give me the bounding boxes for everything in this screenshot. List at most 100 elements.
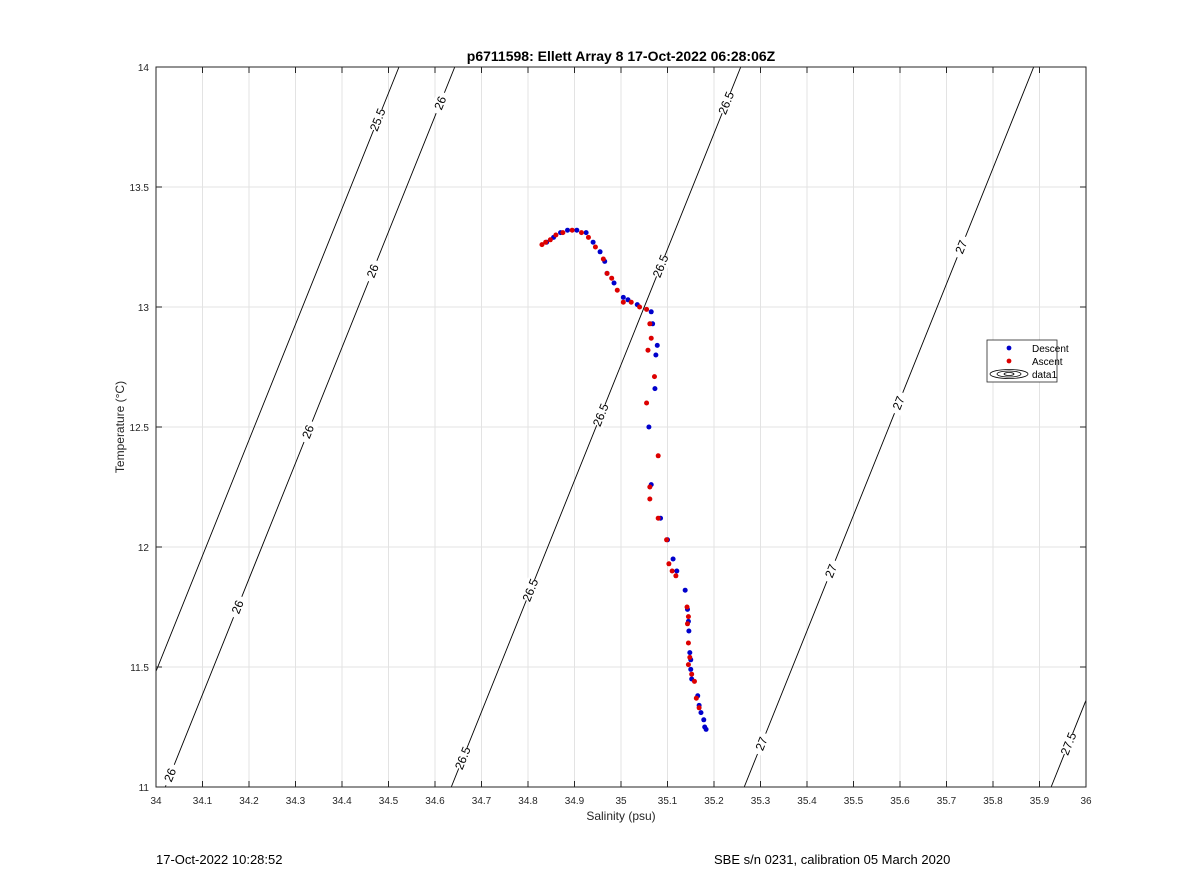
- legend-label-data1: data1: [1032, 370, 1057, 381]
- contour-label-bg: [888, 390, 910, 416]
- legend-contour-icon: [989, 369, 1029, 379]
- ascent-point: [628, 299, 634, 305]
- ascent-point: [647, 496, 653, 502]
- x-axis-ticks: 34 34.1 34.2 34.3 34.4 34.5 34.6 34.7 34.8 34.9 35…: [150, 67, 1092, 807]
- contour-label-bg: [820, 558, 842, 584]
- ascent-point: [543, 239, 549, 245]
- contour-line: [743, 67, 1035, 787]
- contour-label-bg: [452, 745, 474, 772]
- contour-label-bg: [227, 594, 249, 620]
- x-tick-label: 34.5: [379, 796, 399, 807]
- descent-point: [590, 239, 596, 245]
- legend-label-descent: Descent: [1032, 344, 1069, 355]
- ascent-point: [560, 230, 566, 236]
- ascent-point: [647, 321, 653, 327]
- y-tick-label: 12.5: [130, 423, 150, 434]
- descent-point: [653, 352, 659, 358]
- descent-point: [703, 726, 709, 732]
- ascent-point: [687, 654, 693, 660]
- descent-point: [646, 424, 652, 430]
- ascent-point: [696, 705, 702, 711]
- contour-label-bg: [750, 730, 773, 757]
- descent-point: [574, 227, 580, 233]
- contour-label: 26: [299, 423, 317, 441]
- ascent-point: [637, 304, 643, 310]
- y-tick-label: 11: [139, 783, 150, 794]
- ascent-point: [655, 515, 661, 521]
- descent-point: [687, 650, 693, 656]
- contour-label: 26: [161, 766, 179, 784]
- contour-label-bg: [159, 762, 181, 788]
- x-tick-label: 35: [615, 796, 627, 807]
- descent-point: [652, 386, 658, 392]
- y-tick-label: 12: [138, 543, 150, 554]
- contour-label-bg: [367, 106, 389, 133]
- x-tick-label: 34.9: [565, 796, 585, 807]
- descent-point: [701, 717, 707, 723]
- descent-point: [698, 710, 704, 716]
- descent-point: [620, 294, 626, 300]
- x-tick-label: 35.5: [844, 796, 864, 807]
- ascent-point: [673, 573, 679, 579]
- legend-marker-ascent: [1006, 358, 1012, 364]
- x-tick-label: 36: [1080, 796, 1092, 807]
- ascent-point: [655, 453, 661, 459]
- x-tick-label: 34.7: [472, 796, 492, 807]
- ascent-point: [651, 374, 657, 380]
- grid-lines: [155, 66, 1087, 788]
- contour-line: [450, 67, 742, 787]
- ascent-point: [585, 234, 591, 240]
- ascent-point: [685, 662, 691, 668]
- ascent-point: [691, 678, 697, 684]
- ascent-point: [685, 640, 691, 646]
- ascent-point: [620, 299, 626, 305]
- density-contours: 25.5262626262626.526.526.526.526.5272727…: [156, 67, 1086, 788]
- descent-point: [682, 587, 688, 593]
- descent-point: [583, 230, 589, 236]
- contour-label-bg: [590, 402, 612, 428]
- contour-label-bg: [950, 234, 972, 260]
- contour-label-bg: [715, 90, 737, 116]
- descent-point: [597, 249, 603, 255]
- x-tick-label: 35.3: [751, 796, 771, 807]
- ascent-point: [684, 604, 690, 610]
- ascent-point: [664, 537, 670, 543]
- y-tick-label: 11.5: [130, 663, 149, 674]
- contour-label-bg: [1057, 730, 1080, 757]
- footer-timestamp: 17-Oct-2022 10:28:52: [156, 852, 283, 867]
- x-tick-label: 35.1: [658, 796, 678, 807]
- contour-label: 26: [364, 262, 382, 280]
- descent-point: [611, 280, 617, 286]
- y-tick-label: 14: [138, 63, 150, 74]
- ascent-point: [644, 400, 650, 406]
- x-tick-label: 34.8: [518, 796, 538, 807]
- x-axis-label: Salinity (psu): [586, 809, 655, 823]
- descent-point: [565, 227, 571, 233]
- x-tick-label: 34.1: [193, 796, 213, 807]
- data-points: [539, 227, 709, 732]
- contour-label: 27: [822, 562, 840, 580]
- ascent-point: [644, 306, 650, 312]
- ascent-point: [669, 568, 675, 574]
- chart-title: p6711598: Ellett Array 8 17-Oct-2022 06:…: [467, 48, 776, 64]
- ascent-point: [578, 230, 584, 236]
- descent-point: [670, 556, 676, 562]
- ascent-point: [539, 242, 545, 248]
- ascent-point: [647, 484, 653, 490]
- x-tick-label: 35.8: [983, 796, 1003, 807]
- x-tick-label: 35.4: [797, 796, 817, 807]
- y-axis-label: Temperature (°C): [113, 381, 127, 473]
- contour-label-bg: [650, 253, 672, 280]
- legend: Descent Ascent data1: [986, 339, 1069, 383]
- x-tick-label: 35.7: [937, 796, 957, 807]
- x-tick-label: 35.2: [704, 796, 724, 807]
- ascent-point: [569, 227, 575, 233]
- x-tick-label: 35.9: [1030, 796, 1050, 807]
- contour-label: 27: [753, 735, 771, 753]
- ascent-point: [614, 287, 620, 293]
- ascent-point: [693, 695, 699, 701]
- ascent-point: [684, 621, 690, 627]
- ascent-point: [648, 335, 654, 341]
- x-tick-label: 34: [150, 796, 162, 807]
